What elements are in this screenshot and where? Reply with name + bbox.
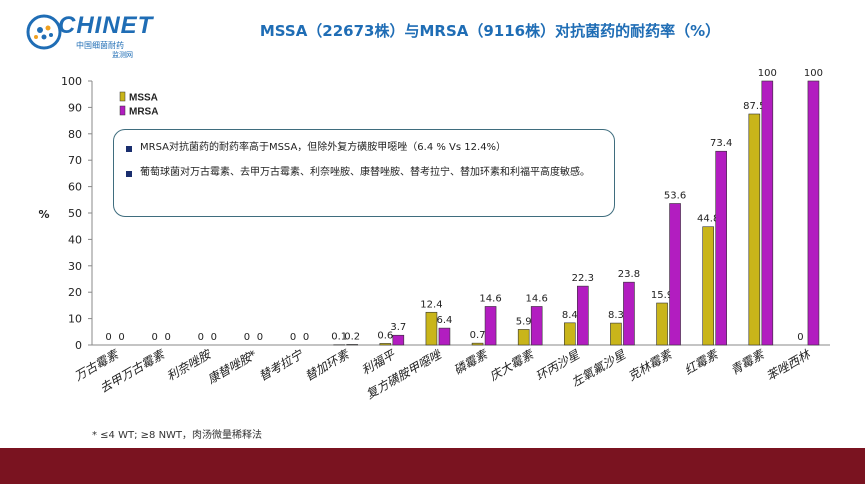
x-tick-label: 替加环素 bbox=[303, 346, 353, 383]
bar-mssa bbox=[702, 226, 714, 346]
data-label-mssa: 8.4 bbox=[562, 310, 578, 321]
chart-title: MSSA（22673株）与MRSA（9116株）对抗菌药的耐药率（%） bbox=[259, 22, 721, 40]
y-tick-label: 80 bbox=[68, 128, 82, 141]
annotation-item-2: 葡萄球菌对万古霉素、去甲万古霉素、利奈唑胺、康替唑胺、替考拉宁、替加环素和利福平… bbox=[140, 167, 590, 178]
y-tick-label: 70 bbox=[68, 154, 82, 167]
annotation-item-1: MRSA对抗菌药的耐药率高于MSSA，但除外复方磺胺甲噁唑（6.4 % Vs 1… bbox=[140, 142, 507, 153]
bar-mssa bbox=[610, 322, 622, 346]
data-label-mssa: 5.9 bbox=[516, 316, 532, 327]
x-tick-label: 磷霉素 bbox=[451, 346, 491, 377]
logo: CHINET 中国细菌耐药 监测网 bbox=[24, 12, 174, 59]
x-tick-label: 克林霉素 bbox=[625, 346, 675, 383]
data-label-mrsa: 0 bbox=[118, 332, 124, 343]
x-tick-label: 庆大霉素 bbox=[487, 346, 537, 383]
y-tick-label: 60 bbox=[68, 181, 82, 194]
data-label-mrsa: 0 bbox=[165, 332, 171, 343]
bar-mrsa bbox=[807, 80, 820, 346]
data-label-mssa: 0.1 bbox=[331, 332, 347, 343]
bar-mssa bbox=[425, 311, 438, 346]
y-tick-label: 0 bbox=[75, 339, 82, 352]
y-tick-label: 90 bbox=[68, 101, 82, 114]
data-label-mssa: 0.7 bbox=[470, 330, 486, 341]
data-label-mssa: 0 bbox=[797, 332, 803, 343]
x-tick-label: 青霉素 bbox=[728, 346, 768, 377]
data-label-mrsa: 14.6 bbox=[479, 293, 501, 304]
data-label-mrsa: 0.2 bbox=[344, 331, 360, 342]
bar-mrsa bbox=[530, 306, 543, 346]
data-label-mssa: 0 bbox=[105, 332, 111, 343]
data-label-mssa: 12.4 bbox=[420, 299, 442, 310]
legend-swatch-mrsa bbox=[119, 105, 126, 116]
bottom-bar bbox=[0, 448, 865, 484]
data-label-mrsa: 0 bbox=[303, 332, 309, 343]
data-label-mssa: 87.5 bbox=[743, 101, 765, 112]
y-tick-label: 20 bbox=[68, 286, 82, 299]
data-label-mrsa: 0 bbox=[211, 332, 217, 343]
data-label-mrsa: 100 bbox=[758, 68, 777, 79]
bar-mrsa bbox=[715, 150, 727, 346]
y-tick-label: 10 bbox=[68, 313, 82, 326]
bar-mrsa bbox=[669, 203, 681, 346]
legend-swatch-mssa bbox=[119, 91, 126, 102]
data-label-mssa: 15.9 bbox=[651, 290, 673, 301]
x-tick-label: 替考拉宁 bbox=[256, 347, 305, 384]
data-label-mrsa: 73.4 bbox=[710, 138, 732, 149]
data-label-mssa: 0 bbox=[244, 332, 250, 343]
data-label-mrsa: 6.4 bbox=[436, 315, 452, 326]
bar-mssa bbox=[564, 322, 576, 346]
bullet-icon bbox=[126, 171, 132, 177]
bar-mssa bbox=[471, 342, 484, 346]
x-tick-label: 康替唑胺* bbox=[205, 347, 259, 386]
data-label-mrsa: 22.3 bbox=[572, 273, 594, 284]
data-label-mssa: 0 bbox=[290, 332, 296, 343]
x-tick-label: 红霉素 bbox=[682, 346, 722, 377]
bar-mrsa bbox=[623, 281, 635, 346]
bar-mssa bbox=[379, 343, 392, 346]
bar-mssa bbox=[656, 302, 668, 346]
bar-mrsa bbox=[392, 334, 405, 346]
annotation-box: MRSA对抗菌药的耐药率高于MSSA，但除外复方磺胺甲噁唑（6.4 % Vs 1… bbox=[113, 129, 615, 217]
data-label-mrsa: 100 bbox=[804, 68, 823, 79]
bar-mrsa bbox=[346, 344, 358, 346]
globe-logo-icon bbox=[26, 14, 62, 50]
data-label-mrsa: 53.6 bbox=[664, 190, 686, 201]
data-label-mrsa: 3.7 bbox=[390, 322, 406, 333]
data-label-mrsa: 0 bbox=[257, 332, 263, 343]
bar-mrsa bbox=[761, 80, 774, 346]
logo-subtitle: 中国细菌耐药 bbox=[76, 41, 124, 50]
y-tick-label: 50 bbox=[68, 207, 82, 220]
bar-mssa bbox=[517, 329, 530, 346]
data-label-mssa: 0 bbox=[198, 332, 204, 343]
bar-mrsa bbox=[577, 285, 589, 346]
bullet-icon bbox=[126, 146, 132, 152]
x-tick-label: 苯唑西林 bbox=[764, 346, 814, 383]
logo-name: CHINET bbox=[58, 12, 154, 39]
data-label-mrsa: 23.8 bbox=[618, 269, 640, 280]
footnote: * ≤4 WT; ≥8 NWT，肉汤微量稀释法 bbox=[92, 430, 263, 441]
legend-label-mssa: MSSA bbox=[129, 93, 158, 104]
data-label-mssa: 0 bbox=[152, 332, 158, 343]
data-label-mssa: 0.6 bbox=[377, 330, 393, 341]
y-tick-label: 100 bbox=[61, 75, 82, 88]
bar-mrsa bbox=[484, 306, 497, 346]
logo-subtitle-2: 监测网 bbox=[112, 51, 133, 59]
y-tick-label: 40 bbox=[68, 233, 82, 246]
y-axis-label: % bbox=[38, 208, 49, 221]
data-label-mssa: 8.3 bbox=[608, 310, 624, 321]
bar-mssa bbox=[748, 113, 761, 346]
data-label-mrsa: 14.6 bbox=[526, 293, 548, 304]
y-tick-label: 30 bbox=[68, 260, 82, 273]
legend-label-mrsa: MRSA bbox=[129, 107, 158, 118]
data-label-mssa: 44.8 bbox=[697, 214, 719, 225]
bar-mrsa bbox=[438, 327, 451, 346]
